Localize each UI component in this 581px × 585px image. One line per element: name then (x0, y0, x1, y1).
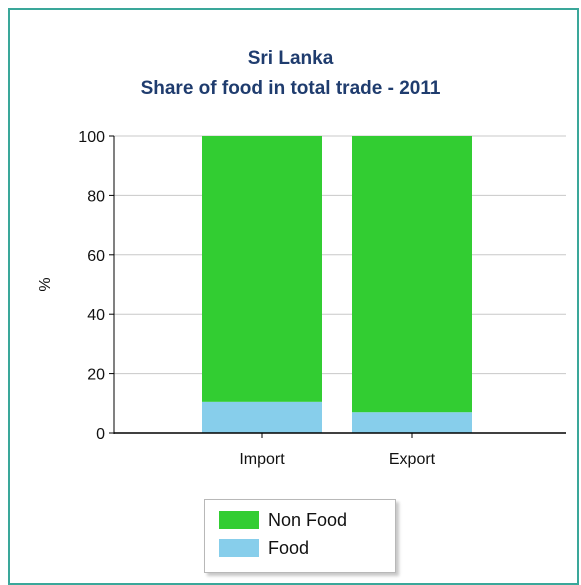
y-tick-label-60: 60 (87, 248, 105, 265)
y-tick-label-0: 0 (96, 426, 105, 443)
legend-swatch-food (219, 539, 259, 557)
chart-title: Sri Lanka (247, 48, 334, 69)
bar-export-non-food (352, 136, 472, 413)
legend-label-non-food: Non Food (268, 509, 348, 530)
legend-label-food: Food (268, 537, 310, 558)
x-tick-label-import: Import (239, 451, 285, 468)
y-tick-label-40: 40 (87, 307, 105, 324)
y-tick-label-20: 20 (87, 367, 105, 384)
y-axis-label: % (37, 277, 54, 291)
bar-import-food (202, 401, 322, 433)
legend-swatch-non-food (219, 511, 259, 529)
y-tick-label-100: 100 (78, 129, 105, 146)
bar-export-food (352, 412, 472, 433)
chart-subtitle: Share of food in total trade - 2011 (140, 78, 441, 99)
legend-item-food: Food (219, 536, 309, 560)
bar-import-non-food (202, 136, 322, 402)
legend-item-non-food: Non Food (219, 508, 347, 532)
chart-legend: Non Food Food (204, 499, 396, 573)
y-tick-label-80: 80 (87, 188, 105, 205)
x-tick-label-export: Export (389, 451, 436, 468)
